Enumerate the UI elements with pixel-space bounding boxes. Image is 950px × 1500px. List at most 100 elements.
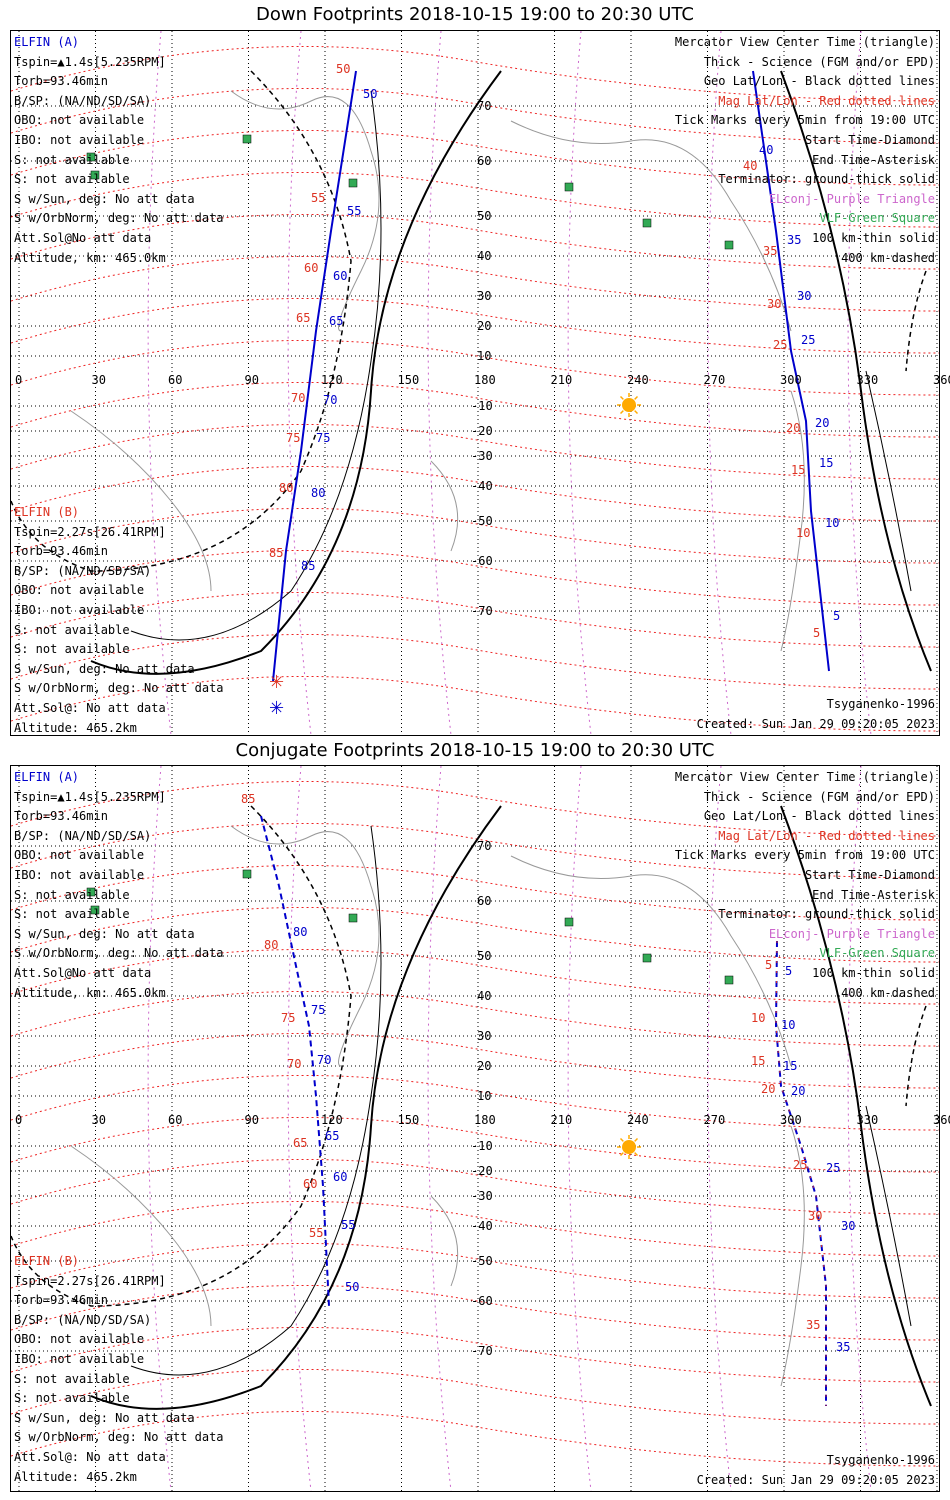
elfin-b-tick-label: 25 [801, 333, 816, 347]
elfin-a-tick-label: 55 [341, 1218, 356, 1232]
elfin-b-info-bsp: B/SP: (NA/ND/SD/SA) [14, 1312, 152, 1327]
legend-l8: Terminator: ground-thick solid [718, 172, 935, 187]
elfin-a-conj-tick-label: 75 [281, 1011, 296, 1025]
longitude-tick-label: 300 [780, 1113, 802, 1127]
vlf-station-square [90, 905, 100, 915]
mag-lon-curve [567, 766, 592, 1491]
elfin-a-tick-label: 75 [311, 1003, 326, 1017]
legend-l11: 100 km-thin solid [812, 231, 935, 245]
elfin-b-tick-label: 25 [826, 1161, 841, 1175]
mag-lat-curve [11, 1326, 939, 1383]
altitude-100km-line [130, 90, 382, 641]
elfin-a-conj-tick-label: 80 [264, 938, 279, 952]
mag-lon-curve [147, 766, 172, 1491]
altitude-400km-line [905, 270, 927, 372]
latitude-tick-label: -30 [471, 1189, 493, 1203]
elfin-a-tick-label: 85 [301, 559, 316, 573]
elfin-b-tick-label: 10 [781, 1018, 796, 1032]
legend-l1: Mercator View Center Time (triangle) [674, 35, 935, 49]
vlf-station-square [564, 182, 574, 192]
elfin-a-info-header: ELFIN (A) [14, 770, 80, 784]
longitude-tick-label: 30 [91, 1113, 106, 1127]
mag-lat-curve [11, 1368, 939, 1425]
latitude-tick-label: 20 [477, 1059, 492, 1073]
mag-lat-curve [11, 864, 939, 921]
elfin-a-tick-label: 80 [311, 486, 326, 500]
elfin-a-tick-label: 55 [347, 204, 362, 218]
legend-l4: Mag Lat/Lon - Red dotted lines [718, 828, 935, 843]
elfin-b-tick-label: 15 [783, 1059, 798, 1073]
coastline [510, 120, 792, 332]
vlf-station-square [90, 170, 100, 180]
elfin-a-info-orb: S w/OrbNorm, deg: No att data [14, 946, 224, 961]
latitude-tick-label: -20 [471, 1164, 493, 1178]
elfin-b-tick-label: 20 [791, 1084, 806, 1098]
legend-l9: ELconj- Purple Triangle [768, 926, 935, 941]
mag-lat-curve [11, 171, 939, 228]
latitude-tick-label: 60 [477, 154, 492, 168]
altitude-100km-line [865, 1105, 912, 1327]
elfin-a-conj-tick-label: 65 [293, 1136, 308, 1150]
elfin-a-tick-label: 50 [345, 1280, 360, 1294]
elfin-b-conj-tick-label: 30 [767, 297, 782, 311]
created-timestamp: Created: Sun Jan 29 09:20:05 2023 [696, 1473, 935, 1487]
elfin-a-info-ibo: IBO: not available [14, 133, 145, 147]
elfin-a-conj-tick-label: 55 [309, 1226, 324, 1240]
latitude-tick-label: 30 [477, 289, 492, 303]
latitude-tick-label: -60 [471, 554, 493, 568]
legend-l3: Geo Lat/Lon - Black dotted lines [703, 809, 935, 824]
elfin-b-conj-tick-label: 40 [743, 159, 758, 173]
legend-l8: Terminator: ground-thick solid [718, 907, 935, 922]
elfin-a-info-orb: S w/OrbNorm, deg: No att data [14, 211, 224, 226]
mag-lat-curve [11, 381, 939, 438]
elfin-a-tick-label: 70 [323, 393, 338, 407]
elfin-b-info-obo: OBO: not available [14, 583, 145, 598]
elfin-b-info-sun: S w/Sun, deg: No att data [14, 661, 195, 676]
mag-lat-curve [11, 1410, 939, 1467]
longitude-tick-label: 120 [321, 1113, 343, 1127]
elfin-a-info-att: Att.Sol@No att data [14, 966, 152, 980]
latitude-tick-label: -50 [471, 1254, 493, 1268]
elfin-a-track [260, 815, 330, 1307]
mag-lat-curve [11, 87, 939, 144]
elfin-a-info-tspin: Tspin=▲1.4s[5.235RPM] [14, 789, 166, 804]
elfin-a-tick-label: 50 [363, 87, 378, 101]
altitude-100km-line [130, 825, 382, 1376]
elfin-a-conj-tick-label: 85 [241, 792, 256, 806]
elfin-b-info-tspin: Tspin=2.27s[26.41RPM] [14, 1273, 166, 1288]
latitude-tick-label: 70 [477, 839, 492, 853]
mag-lat-curve [11, 1200, 939, 1257]
latitude-tick-label: 70 [477, 99, 492, 113]
elfin-b-info-alt: Altitude: 465.2km [14, 720, 137, 735]
end-time-asterisk: ✳ [269, 672, 284, 693]
terminator-line [90, 70, 502, 675]
mag-lon-curve [287, 31, 312, 735]
sun-icon [622, 1140, 636, 1154]
elfin-a-info-sun: S w/Sun, deg: No att data [14, 926, 195, 941]
legend-l7: End Time-Asterisk [812, 887, 935, 902]
vlf-station-square [348, 178, 358, 188]
latitude-tick-label: 20 [477, 319, 492, 333]
mag-lat-curve [11, 1284, 939, 1341]
longitude-tick-label: 0 [15, 1113, 23, 1127]
latitude-tick-label: 10 [477, 1089, 492, 1103]
longitude-tick-label: 270 [703, 1113, 726, 1127]
latitude-tick-label: 50 [477, 209, 492, 223]
elfin-a-conj-tick-label: 50 [336, 62, 351, 76]
elfin-b-conj-tick-label: 5 [765, 958, 773, 972]
longitude-tick-label: 90 [244, 373, 259, 387]
elfin-a-info-s1: S: not available [14, 152, 130, 167]
latitude-tick-label: -60 [471, 1294, 493, 1308]
longitude-tick-label: 60 [168, 1113, 183, 1127]
elfin-a-tick-label: 80 [293, 925, 308, 939]
elfin-b-info-ibo: IBO: not available [14, 1352, 145, 1366]
vlf-station-square [642, 218, 652, 228]
mag-lat-curve [11, 45, 939, 102]
vlf-station-square [242, 134, 252, 144]
elfin-b-conj-tick-label: 15 [751, 1054, 766, 1068]
mag-lat-curve [11, 990, 939, 1047]
elfin-a-info-ibo: IBO: not available [14, 868, 145, 882]
latitude-tick-label: 30 [477, 1029, 492, 1043]
legend-l6: Start Time-Diamond [804, 133, 935, 147]
longitude-tick-label: 150 [397, 373, 420, 387]
